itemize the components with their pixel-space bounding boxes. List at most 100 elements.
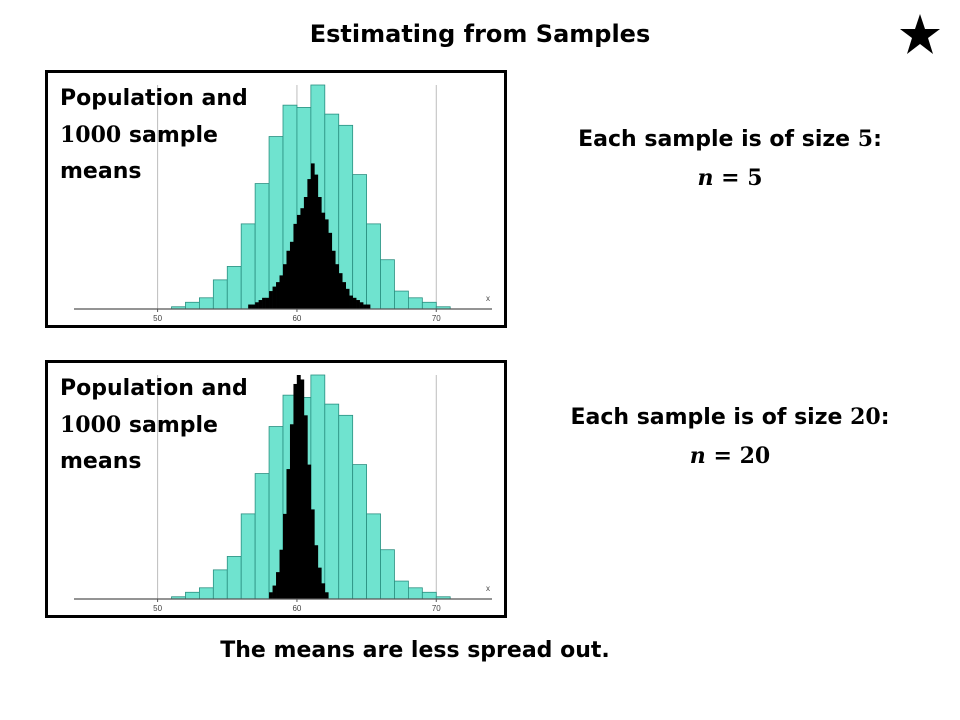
sample-mean-bar [303, 415, 308, 599]
sample-mean-bar [324, 592, 329, 599]
x-tick-label: 70 [432, 604, 441, 613]
sample-mean-bar [279, 275, 284, 309]
histogram-chart-n20: 50 60 70 x [74, 374, 492, 613]
panel-label: Population and 1000 sample means [60, 371, 248, 480]
population-bar [324, 403, 340, 600]
sample-mean-bar [300, 208, 305, 309]
sample-mean-bar [338, 273, 343, 309]
sample-mean-bar [307, 464, 312, 599]
population-bar [226, 556, 242, 600]
sample-mean-bar [363, 304, 367, 309]
sample-mean-bar [310, 509, 315, 599]
panel-label-prefix: Population and [60, 86, 248, 111]
sample-mean-bar [296, 214, 301, 309]
sample-mean-bar [283, 264, 287, 309]
sample-mean-bar [296, 375, 301, 599]
sample-mean-bar [255, 302, 259, 309]
population-bar [366, 223, 381, 310]
sample-mean-bar [286, 250, 291, 309]
x-tick-label: 60 [292, 314, 301, 323]
panel-label-end: means [60, 159, 142, 184]
population-bar [407, 297, 423, 310]
sample-mean-bar [289, 424, 294, 599]
x-axis-label: x [486, 294, 490, 303]
sample-mean-bar [335, 264, 340, 309]
sample-mean-bar [349, 295, 353, 309]
n-equation: n = 20 [500, 437, 960, 475]
population-bar [254, 183, 270, 310]
histogram-panel-n5: 50 60 70 x Population and 1000 sample means [45, 70, 507, 328]
panel-label-mid: sample [128, 123, 218, 148]
x-axis-label: x [486, 584, 490, 593]
sample-mean-bar [286, 469, 291, 599]
population-bar [240, 223, 256, 310]
sample-mean-bar [269, 291, 273, 309]
population-bar [212, 569, 228, 600]
panel-label: Population and 1000 sample means [60, 81, 248, 190]
sample-mean-bar [331, 250, 336, 309]
population-bar [380, 259, 395, 310]
population-bar [394, 290, 409, 310]
n-equals: = [721, 165, 740, 191]
population-bar [380, 549, 395, 600]
sample-size-prefix: Each sample is of size [570, 405, 843, 430]
population-bar [185, 591, 200, 600]
x-tick-label: 50 [153, 604, 162, 613]
sample-size-number: 20 [850, 404, 881, 430]
footer-caption: The means are less spread out. [220, 638, 610, 663]
sample-mean-bar [269, 592, 273, 599]
population-bar [198, 587, 214, 600]
population-bar [212, 279, 228, 310]
n-value: 20 [739, 443, 771, 469]
population-bar [421, 591, 437, 600]
sample-mean-bar [300, 379, 305, 599]
sample-mean-bar [265, 297, 270, 309]
page-title: Estimating from Samples [309, 20, 651, 48]
sample-mean-bar [262, 297, 266, 309]
sample-mean-bar [321, 583, 326, 599]
panel-label-count: 1000 [60, 122, 122, 148]
population-bar [240, 513, 256, 600]
sample-mean-bar [342, 282, 346, 309]
n-equals: = [713, 443, 732, 469]
sample-mean-bar [366, 304, 371, 309]
sample-mean-bar [324, 219, 329, 309]
star-icon [900, 14, 940, 54]
sample-size-number: 5 [857, 126, 874, 152]
sample-mean-bar [307, 179, 312, 309]
population-bar [198, 297, 214, 310]
sample-mean-bar [328, 232, 333, 309]
sample-mean-bar [251, 304, 256, 309]
sample-mean-bar [258, 300, 263, 309]
population-bar [421, 301, 437, 310]
sample-mean-bar [352, 297, 357, 309]
sample-mean-bar [272, 286, 277, 309]
population-bar [338, 414, 354, 600]
sample-mean-bar [345, 288, 350, 309]
population-bar [254, 473, 270, 600]
population-bar [407, 587, 423, 600]
sample-mean-bar [276, 572, 280, 599]
sample-mean-bar [283, 513, 287, 599]
x-tick-label: 70 [432, 314, 441, 323]
n-equation: n = 5 [500, 159, 960, 197]
sample-mean-bar [248, 304, 252, 309]
n-value: 5 [747, 165, 763, 191]
sample-mean-bar [314, 174, 319, 309]
sample-size-prefix: Each sample is of size [578, 127, 851, 152]
sample-mean-bar [293, 223, 298, 309]
population-bar [394, 580, 409, 600]
panel-label-mid: sample [128, 413, 218, 438]
x-tick-label: 60 [292, 604, 301, 613]
population-bar [352, 174, 367, 310]
sample-mean-bar [317, 567, 322, 599]
n-variable: n [689, 443, 706, 469]
sample-size-text-1: Each sample is of size 5: n = 5 [500, 120, 960, 197]
population-bar [352, 464, 367, 600]
sample-mean-bar [321, 212, 326, 309]
n-variable: n [697, 165, 714, 191]
population-bar [366, 513, 381, 600]
histogram-panel-n20: 50 60 70 x Population and 1000 sample means [45, 360, 507, 618]
sample-mean-bar [359, 302, 364, 309]
sample-mean-bar [356, 300, 360, 309]
